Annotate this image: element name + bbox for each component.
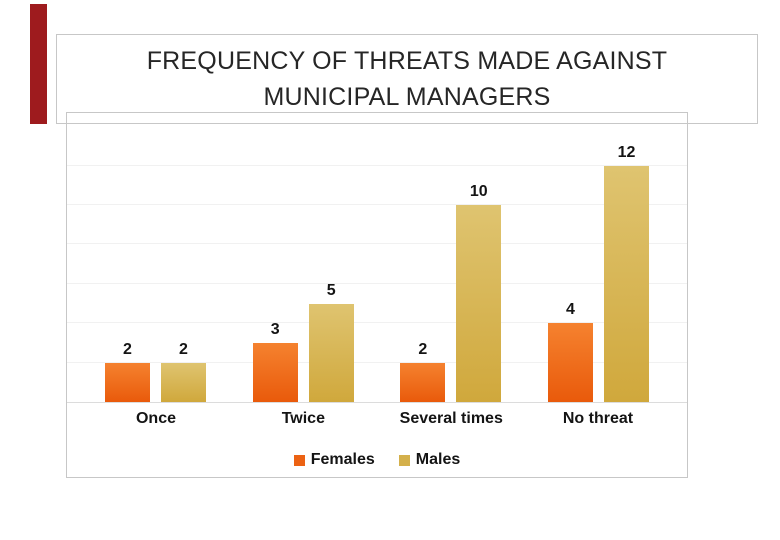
bar-males-once [161,362,206,402]
legend-swatch-icon [398,454,410,466]
bar-group-several-times: 2 10 [400,183,502,402]
category-label-twice: Twice [281,410,325,427]
category-label-once: Once [135,410,176,427]
data-label: 3 [270,320,280,338]
legend-item-females: Females [293,451,375,469]
data-label: 2 [418,340,428,358]
legend-label: Females [310,451,375,468]
slide-accent-bar [30,4,47,124]
bar-slot: 12 [603,143,649,402]
chart-title-line1: FREQUENCY OF THREATS MADE AGAINST [146,47,668,75]
gridline-10 [67,204,687,205]
gridline-2 [67,361,687,363]
gridline-6 [67,282,687,284]
gridline-8 [67,243,687,245]
bar-females-no-threat [547,323,593,402]
data-label: 10 [469,183,488,200]
bar-males-several-times [456,205,502,402]
bar-slot: 2 [161,341,206,402]
bar-slot: 2 [105,341,150,402]
data-label: 5 [326,281,336,299]
bar-group-no-threat: 4 12 [547,143,649,402]
bar-slot: 2 [400,340,446,402]
chart-area: 2 2 3 5 2 10 4 12 Once Twice Several times No thre… [66,112,688,478]
legend-swatch-icon [293,454,305,466]
gridline-12 [67,164,687,166]
chart-title-box: FREQUENCY OF THREATS MADE AGAINST MUNICI… [56,34,758,124]
bar-females-twice [252,342,298,402]
legend: Females Males [67,451,687,469]
legend-item-males: Males [398,451,461,469]
bar-slot: 10 [456,183,502,402]
bar-males-no-threat [603,165,649,402]
data-label: 12 [617,143,636,161]
data-label: 2 [123,340,132,358]
legend-label: Males [415,451,461,468]
chart-title-line2: MUNICIPAL MANAGERS [263,83,551,111]
bar-groups: 2 2 3 5 2 10 4 12 [67,113,687,402]
data-label: 4 [566,301,575,319]
gridline-4 [67,322,687,324]
data-label: 2 [179,340,188,358]
bar-slot: 4 [547,301,593,402]
plot-area [67,113,687,403]
bar-females-once [105,362,150,402]
category-axis: Once Twice Several times No threat [67,410,687,428]
bar-males-twice [308,303,354,402]
category-label-several-times: Several times [399,410,503,427]
bar-slot: 5 [308,281,354,402]
category-label-no-threat: No threat [562,410,634,427]
bar-females-several-times [400,362,446,402]
bar-slot: 3 [252,320,298,402]
